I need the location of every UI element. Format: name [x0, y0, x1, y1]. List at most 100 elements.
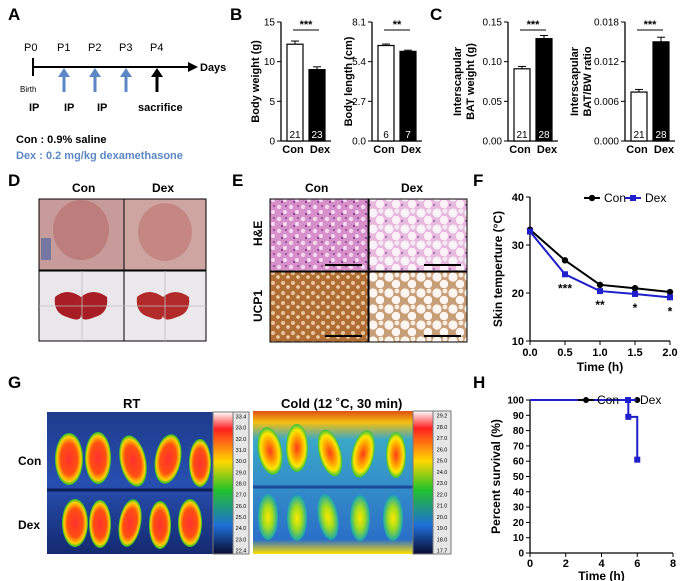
- mouse-hotspot: [258, 494, 278, 540]
- y-tick-label: 90: [513, 411, 525, 422]
- colorbar-label: 33.0: [236, 426, 247, 432]
- colorbar-label: 20.0: [437, 515, 448, 521]
- legend-dex-dose: Dex : 0.2 mg/kg dexamethasone: [16, 150, 183, 162]
- bar-n-label: 21: [289, 130, 301, 141]
- y-tick-label: 0.0: [352, 137, 366, 148]
- x-tick-label: Dex: [310, 144, 331, 156]
- chart-bat-weight: 0.00 0.05 0.10 0.15 21 Con 28 Dex *** Interscapul…: [452, 18, 558, 156]
- thermal-rt-mice: [55, 432, 211, 549]
- data-point-dex: [562, 271, 568, 278]
- histo-he-con: [269, 198, 369, 272]
- y-tick-label: 5.4: [352, 57, 366, 68]
- histo-ucp1-dex: [368, 271, 468, 343]
- thermal-rt-scale-box: [232, 411, 250, 555]
- y-tick-label: 0.006: [594, 97, 619, 108]
- y-axis-label: Percent survival (%): [489, 419, 503, 534]
- data-point-dex: [632, 290, 638, 297]
- panel-label-g: G: [8, 373, 21, 392]
- y-tick-label: 70: [513, 441, 525, 452]
- histo-row-he: H&E: [251, 221, 265, 246]
- data-point-dex: [667, 294, 673, 301]
- significance-label: **: [595, 298, 605, 312]
- colorbar-label: 32.0: [236, 437, 247, 443]
- y-tick-label: 40: [512, 192, 524, 204]
- y-tick-label: 40: [513, 487, 525, 498]
- x-tick-label: 4: [598, 558, 605, 570]
- colorbar-label: 31.0: [236, 448, 247, 454]
- significance-label: ***: [644, 19, 658, 31]
- y-axis-label: Interscapular: [452, 46, 464, 116]
- y-tick-label: 0: [269, 137, 275, 148]
- mouse-hotspot: [89, 500, 111, 548]
- mouse-hotspot: [189, 439, 211, 487]
- legend-marker-dex: [630, 195, 636, 201]
- x-tick-label: 0.0: [522, 347, 537, 359]
- photo-dex-tissue: [138, 203, 192, 261]
- colorbar-label: 27.0: [437, 436, 448, 442]
- mouse-hotspot: [351, 430, 375, 478]
- bar-n-label: 28: [538, 130, 550, 141]
- histo-he-dex: [368, 198, 468, 272]
- histo-row-ucp1: UCP1: [251, 290, 265, 322]
- y-tick-label: 20: [513, 518, 525, 529]
- significance-label: ***: [558, 281, 572, 295]
- histo-dex-header: Dex: [401, 181, 423, 195]
- thermal-row-con: Con: [18, 454, 41, 468]
- mouse-hotspot: [317, 494, 339, 540]
- thermal-cold-scale-labels: 29.2 28.0 27.0 26.0 25.0 24.0 23.0 22.0 21.0 20.0…: [437, 414, 448, 555]
- panel-label-a: A: [8, 5, 20, 24]
- colorbar-label: 26.0: [236, 504, 247, 510]
- y-tick-label: 10: [513, 533, 525, 544]
- x-tick-label: Dex: [537, 144, 558, 156]
- mouse-hotspot: [62, 499, 88, 547]
- survival-marker-con: [634, 397, 641, 403]
- x-tick-label: 0.5: [557, 347, 572, 359]
- x-tick-label: 2.0: [662, 347, 677, 359]
- ip-label-2: IP: [64, 102, 74, 114]
- bar-con: [286, 43, 304, 142]
- y-tick-label: 60: [513, 457, 525, 468]
- colorbar-label: 19.0: [437, 526, 448, 532]
- x-tick-label: Dex: [401, 144, 422, 156]
- data-point-con: [631, 285, 639, 292]
- significance-label: ***: [527, 19, 541, 31]
- colorbar-label: 17.7: [437, 549, 448, 555]
- x-tick-label: 8: [670, 558, 676, 570]
- bar-dex: [399, 50, 417, 142]
- bar-n-label: 21: [633, 130, 645, 141]
- arrow-up-icon: [89, 68, 101, 77]
- bar-n-label: 7: [405, 130, 411, 141]
- photo-con-edge: [41, 238, 51, 260]
- significance-label: *: [633, 301, 638, 315]
- mouse-hotspot: [386, 432, 406, 478]
- histo-con-header: Con: [305, 181, 328, 195]
- y-axis-label: Body weight (g): [250, 40, 262, 123]
- panel-g-thermal: RT Cold (12 ˚C, 30 min) Con Dex 33.4 33.0…: [18, 396, 452, 555]
- colorbar-label: 28.0: [437, 425, 448, 431]
- colorbar-label: 24.0: [236, 526, 247, 532]
- timepoint-p1: P1: [57, 42, 70, 54]
- legend-marker-con: [588, 194, 596, 202]
- birth-label: Birth: [20, 85, 36, 94]
- colorbar-label: 25.0: [236, 515, 247, 521]
- y-axis-label: Body length (cm): [343, 36, 355, 126]
- arrow-up-icon: [58, 68, 70, 77]
- sacrifice-arrow: [151, 68, 163, 92]
- x-tick-label: 2: [563, 558, 569, 570]
- photo-con-tissue: [53, 200, 109, 260]
- mouse-hotspot: [287, 495, 307, 541]
- colorbar-label: 23.0: [437, 481, 448, 487]
- x-axis-label: Time (h): [578, 569, 624, 581]
- y-tick-label: 0.018: [594, 18, 619, 29]
- data-point-dex: [527, 228, 533, 235]
- survival-marker-dex: [625, 413, 632, 420]
- survival-line-dex: [530, 399, 639, 460]
- panel-label-f: F: [473, 171, 483, 190]
- thermal-row-dex: Dex: [18, 518, 40, 532]
- legend-marker-dex: [625, 397, 631, 403]
- y-axis-label: BAT/BW ratio: [582, 46, 594, 116]
- thermal-rt-colorbar: [212, 411, 234, 555]
- thermal-cold-scale-box: [432, 410, 452, 555]
- panel-e-histology: Con Dex H&E UCP1: [251, 181, 468, 343]
